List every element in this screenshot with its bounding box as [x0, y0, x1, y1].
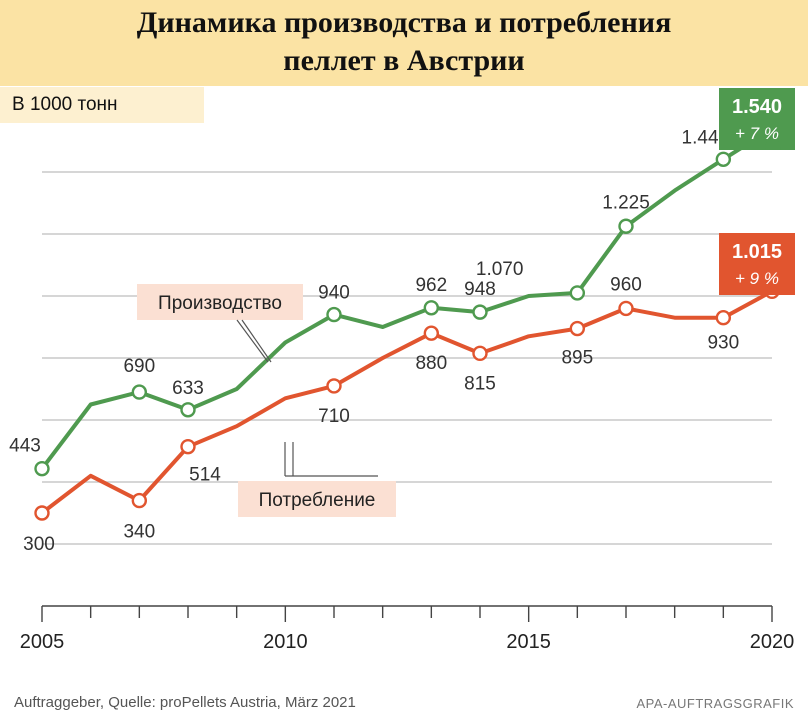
production-callout-change: + 7 %	[735, 124, 779, 143]
x-tick-label: 2010	[263, 631, 308, 653]
consumption-point	[180, 438, 196, 455]
consumption-data-label: 930	[707, 333, 739, 354]
production-point	[423, 300, 440, 316]
consumption-callout-change: + 9 %	[735, 269, 779, 288]
consumption-data-label: 340	[123, 522, 155, 543]
production-callout-pointer	[765, 116, 781, 150]
consumption-data-label: 710	[318, 406, 350, 427]
production-point	[472, 304, 488, 320]
graphic-credit: APA-AUFTRAGSGRAFIK	[636, 696, 794, 711]
production-point	[34, 460, 50, 477]
consumption-data-label: 960	[610, 274, 642, 295]
unit-label: В 1000 тонн	[12, 94, 118, 115]
chart-title-line-2: пеллет в Австрии	[283, 44, 525, 77]
production-point	[569, 285, 586, 301]
unit-label-box: В 1000 тонн	[0, 87, 204, 123]
production-leader-line	[236, 319, 269, 363]
consumption-point	[423, 325, 440, 341]
title-band: Динамика производства и потребления пелл…	[0, 0, 808, 86]
consumption-data-label: 300	[23, 534, 55, 555]
consumption-point	[472, 345, 488, 362]
consumption-point	[569, 320, 586, 337]
consumption-data-label: 880	[415, 353, 447, 374]
consumption-callout-pointer	[765, 279, 781, 295]
production-line	[40, 126, 774, 471]
consumption-data-label: 815	[464, 373, 496, 394]
production-point	[180, 402, 196, 418]
production-data-label: 940	[318, 283, 350, 304]
production-data-label: 1.441	[682, 127, 730, 148]
consumption-name-box	[238, 481, 396, 517]
production-point	[131, 384, 148, 400]
source-note: Auftraggeber, Quelle: proPellets Austria…	[14, 694, 356, 711]
consumption-point	[715, 310, 732, 326]
consumption-point	[131, 492, 148, 509]
production-data-label: 962	[415, 275, 447, 296]
production-callout-box	[719, 88, 795, 150]
production-data-label: 443	[9, 436, 41, 457]
production-data-label: 1.070	[476, 259, 524, 280]
production-point	[715, 151, 732, 167]
production-point	[618, 218, 634, 234]
production-data-label: 948	[464, 279, 496, 300]
consumption-name-label: Потребление	[259, 490, 376, 511]
production-name-box	[137, 284, 303, 320]
consumption-point	[326, 378, 342, 394]
x-tick-label: 2005	[20, 631, 65, 653]
production-data-label: 633	[172, 378, 204, 399]
consumption-data-label: 895	[561, 348, 593, 369]
production-data-label: 690	[123, 356, 155, 377]
production-callout-value: 1.540	[732, 96, 782, 118]
consumption-line	[40, 289, 774, 515]
production-name-label: Производство	[158, 293, 282, 314]
production-data-label: 1.225	[602, 192, 650, 213]
x-tick-label: 2020	[750, 631, 795, 653]
consumption-data-label: 514	[189, 465, 221, 486]
consumption-point	[618, 300, 634, 317]
consumption-callout-value: 1.015	[732, 241, 782, 263]
chart-title-line-1: Динамика производства и потребления	[136, 6, 672, 39]
production-point	[326, 306, 342, 323]
consumption-point	[34, 505, 50, 521]
production-leader-line	[241, 319, 272, 363]
consumption-callout-box	[719, 233, 795, 295]
x-tick-label: 2015	[506, 631, 551, 653]
